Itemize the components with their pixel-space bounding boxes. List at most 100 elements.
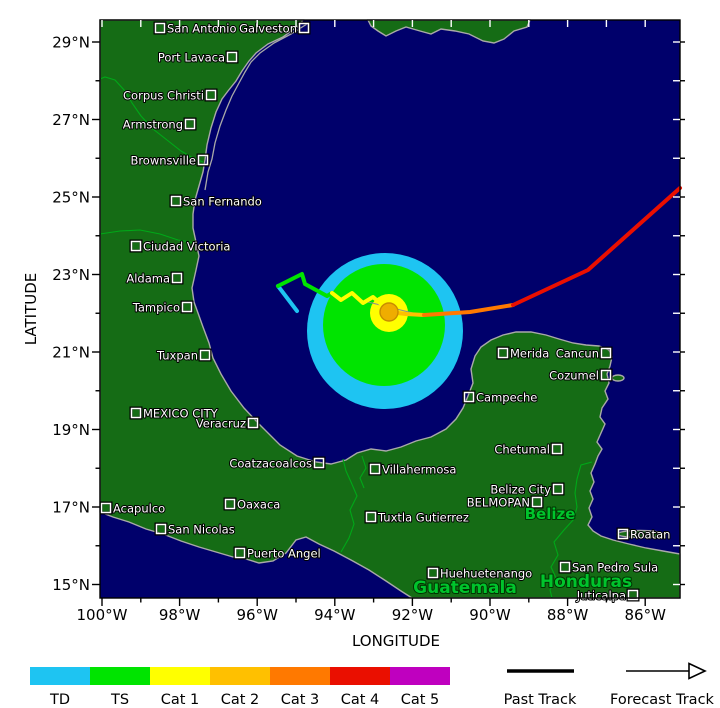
- city-box-icon: [199, 349, 211, 361]
- city-marker-oaxaca: Oaxaca: [223, 497, 281, 513]
- city-box-icon: [224, 498, 236, 510]
- city-marker-armstrong: Armstrong: [122, 117, 197, 133]
- rio-grande-river: [99, 76, 204, 163]
- x-tick-label: 88°W: [547, 606, 589, 624]
- city-box-icon: [154, 22, 166, 34]
- country-label-guatemala: Guatemala: [413, 578, 517, 598]
- city-label: Puerto Angel: [247, 547, 321, 561]
- city-label: Oaxaca: [237, 498, 280, 512]
- city-box-icon: [155, 523, 167, 535]
- city-box-icon: [313, 457, 325, 469]
- legend-swatch-cat5: [390, 667, 450, 685]
- city-box-icon: [369, 463, 381, 475]
- legend-label-cat2: Cat 2: [221, 692, 260, 708]
- y-tick-label: 23°N: [52, 266, 90, 284]
- city-marker-corpus-christi: Corpus Christi: [122, 88, 218, 104]
- city-label: Brownsville: [130, 154, 196, 168]
- city-marker-chetumal: Chetumal: [493, 442, 564, 458]
- storm-layer: [276, 186, 682, 409]
- map-border: [99, 19, 681, 599]
- city-label: Galveston: [239, 22, 297, 36]
- legend-swatch-cat4: [330, 667, 390, 685]
- y-axis-title: LATITUDE: [22, 273, 40, 346]
- city-label: Corpus Christi: [123, 89, 204, 103]
- country-label-honduras: Honduras: [540, 572, 632, 592]
- city-box-icon: [234, 547, 246, 559]
- city-marker-roatan: Roatan: [616, 527, 671, 543]
- legend-label-td: TD: [49, 692, 70, 708]
- city-label: Campeche: [476, 391, 537, 405]
- city-label: San Nicolas: [168, 523, 235, 537]
- city-box-icon: [130, 407, 142, 419]
- city-label: Veracruz: [196, 417, 246, 431]
- city-marker-villahermosa: Villahermosa: [368, 462, 457, 478]
- city-label: MEXICO CITY: [143, 407, 219, 421]
- city-box-icon: [130, 240, 142, 252]
- city-label: San Pedro Sula: [572, 561, 658, 575]
- legend-swatch-ts: [90, 667, 150, 685]
- city-label: Aldama: [126, 272, 170, 286]
- y-tick-label: 21°N: [52, 344, 90, 362]
- city-box-icon: [171, 272, 183, 284]
- city-box-icon: [463, 391, 475, 403]
- city-marker-cozumel: Cozumel: [548, 368, 613, 384]
- city-box-icon: [298, 22, 310, 34]
- storm-center-dot: [379, 302, 399, 322]
- y-tick-label: 19°N: [52, 421, 90, 439]
- grijalva-river: [359, 455, 367, 489]
- axis-ticks: 15°N 17°N 19°N 21°N 23°N 25°N 27°N 29°N 86°W 88°W…: [52, 20, 685, 624]
- x-axis-title: LONGITUDE: [352, 632, 440, 650]
- city-label: Port Lavaca: [158, 51, 225, 65]
- city-label: San Fernando: [183, 195, 262, 209]
- belize-guatemala-honduras-border: [549, 461, 593, 599]
- track-segment-td: [276, 284, 299, 313]
- legend-label-cat1: Cat 1: [161, 692, 200, 708]
- city-label: Chetumal: [494, 443, 550, 457]
- country-layer: Belize Guatemala Honduras: [412, 504, 633, 599]
- x-tick-label: 90°W: [469, 606, 511, 624]
- city-label: Tampico: [132, 301, 180, 315]
- city-marker-belmopan: BELMOPAN: [466, 495, 544, 511]
- city-box-icon: [226, 51, 238, 63]
- city-marker-galveston: Galveston: [238, 21, 311, 37]
- city-marker-san-nicolas: San Nicolas: [154, 522, 236, 538]
- y-tick-label: 15°N: [52, 576, 90, 594]
- city-label: Tuxpan: [156, 349, 198, 363]
- intensity-legend: Past Track Forecast Track TD TS Cat 1 Cat 2…: [30, 662, 715, 708]
- x-tick-label: 98°W: [159, 606, 201, 624]
- city-box-icon: [170, 195, 182, 207]
- landmass-mainland: [99, 19, 681, 599]
- city-box-icon: [181, 301, 193, 313]
- y-tick-label: 27°N: [52, 111, 90, 129]
- city-box-icon: [100, 502, 112, 514]
- city-box-icon: [365, 511, 377, 523]
- y-tick-label: 29°N: [52, 34, 90, 52]
- city-marker-veracruz: Veracruz: [195, 416, 260, 432]
- city-box-icon: [205, 89, 217, 101]
- city-box-icon: [551, 443, 563, 455]
- city-label: San Antonio: [167, 22, 237, 36]
- x-tick-label: 86°W: [624, 606, 666, 624]
- city-box-icon: [531, 496, 543, 508]
- country-label-belize: Belize: [525, 505, 576, 523]
- city-box-icon: [552, 483, 564, 495]
- city-marker-belize-city: Belize City: [489, 482, 565, 498]
- city-marker-tampico: Tampico: [131, 300, 194, 316]
- city-box-icon: [184, 118, 196, 130]
- city-marker-san-pedro-sula: San Pedro Sula: [558, 560, 659, 576]
- legend-swatch-cat3: [270, 667, 330, 685]
- forecast-track-legend-label: Forecast Track: [610, 692, 715, 708]
- city-marker-port-lavaca: Port Lavaca: [157, 50, 239, 66]
- legend-swatch-cat2: [210, 667, 270, 685]
- city-label: Huehuetenango: [440, 567, 532, 581]
- track-segment-ts: [276, 272, 334, 298]
- city-box-icon: [247, 417, 259, 429]
- x-tick-label: 92°W: [392, 606, 434, 624]
- forecast-track-arrowhead-icon: [688, 662, 707, 680]
- city-label: Tuxtla Gutierrez: [377, 511, 469, 525]
- city-label: Cancun: [556, 347, 599, 361]
- guatemala-west-border: [340, 458, 358, 553]
- legend-label-cat3: Cat 3: [281, 692, 320, 708]
- city-box-icon: [497, 347, 509, 359]
- track-segment-cat3: [422, 303, 515, 317]
